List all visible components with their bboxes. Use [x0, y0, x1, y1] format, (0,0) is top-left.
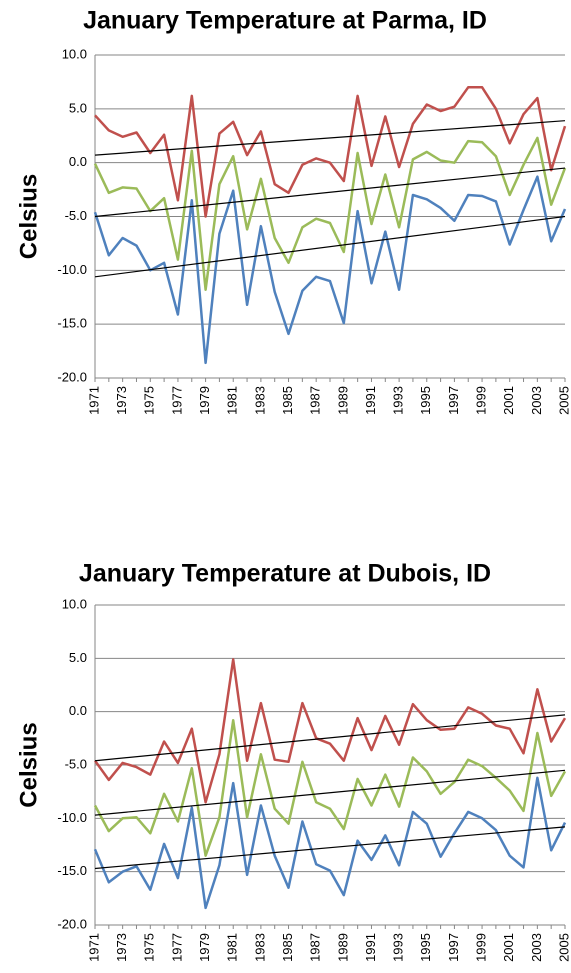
x-tick-label: 2005	[556, 933, 571, 962]
y-tick-label: -20.0	[57, 916, 87, 931]
x-tick-label: 1977	[169, 386, 184, 415]
x-tick-label: 2003	[529, 386, 544, 415]
y-tick-label: 10.0	[62, 596, 87, 611]
y-tick-label: 0.0	[69, 154, 87, 169]
x-tick-label: 1975	[142, 933, 157, 962]
series-line	[93, 776, 567, 910]
x-tick-label: 1979	[197, 386, 212, 415]
y-tick-label: -10.0	[57, 810, 87, 825]
x-tick-label: 1991	[363, 933, 378, 962]
x-tick-label: 1987	[308, 386, 323, 415]
x-tick-label: 1973	[114, 386, 129, 415]
trend-line	[94, 714, 566, 762]
x-tick-label: 1971	[86, 933, 101, 962]
x-tick-label: 1979	[197, 933, 212, 962]
trend-line	[94, 120, 566, 156]
x-tick-label: 1995	[418, 386, 433, 415]
trend-line	[94, 215, 566, 278]
y-tick-label: -5.0	[65, 208, 87, 223]
x-tick-label: 1989	[335, 933, 350, 962]
x-tick-label: 1981	[225, 386, 240, 415]
x-tick-label: 2001	[501, 933, 516, 962]
x-tick-label: 2001	[501, 386, 516, 415]
chart-title: January Temperature at Parma, ID	[83, 7, 487, 35]
x-tick-label: 1987	[308, 933, 323, 962]
y-tick-label: -5.0	[65, 756, 87, 771]
x-tick-label: 1981	[225, 933, 240, 962]
y-tick-label: -15.0	[57, 863, 87, 878]
x-tick-label: 1999	[473, 386, 488, 415]
x-tick-label: 1995	[418, 933, 433, 962]
trend-line	[94, 167, 566, 218]
x-tick-label: 1997	[446, 386, 461, 415]
x-tick-label: 1975	[142, 386, 157, 415]
x-tick-label: 1993	[391, 933, 406, 962]
x-tick-label: 1973	[114, 933, 129, 962]
x-tick-label: 2005	[556, 386, 571, 415]
y-tick-label: 5.0	[69, 650, 87, 665]
x-tick-label: 1985	[280, 933, 295, 962]
y-tick-label: 0.0	[69, 703, 87, 718]
series-line	[93, 718, 567, 857]
series-line	[94, 86, 567, 218]
series-line	[93, 175, 567, 365]
series-line	[93, 658, 567, 804]
x-tick-label: 1989	[335, 386, 350, 415]
x-tick-label: 2003	[529, 933, 544, 962]
trend-line	[94, 769, 566, 816]
x-tick-label: 1983	[252, 933, 267, 962]
x-tick-label: 1991	[363, 386, 378, 415]
x-tick-label: 1971	[86, 386, 101, 415]
y-tick-label: -15.0	[57, 316, 87, 331]
chart-title: January Temperature at Dubois, ID	[79, 560, 491, 588]
y-tick-label: 5.0	[69, 100, 87, 115]
y-tick-label: -20.0	[57, 369, 87, 384]
y-axis-label: Celsius	[15, 174, 42, 259]
y-axis-label: Celsius	[15, 722, 42, 807]
x-tick-label: 1999	[473, 933, 488, 962]
x-tick-label: 1993	[391, 386, 406, 415]
series-line	[93, 136, 567, 291]
x-tick-label: 1997	[446, 933, 461, 962]
trend-line	[94, 826, 566, 870]
y-tick-label: -10.0	[57, 262, 87, 277]
y-tick-label: 10.0	[62, 46, 87, 61]
x-tick-label: 1983	[252, 386, 267, 415]
x-tick-label: 1977	[169, 933, 184, 962]
x-tick-label: 1985	[280, 386, 295, 415]
